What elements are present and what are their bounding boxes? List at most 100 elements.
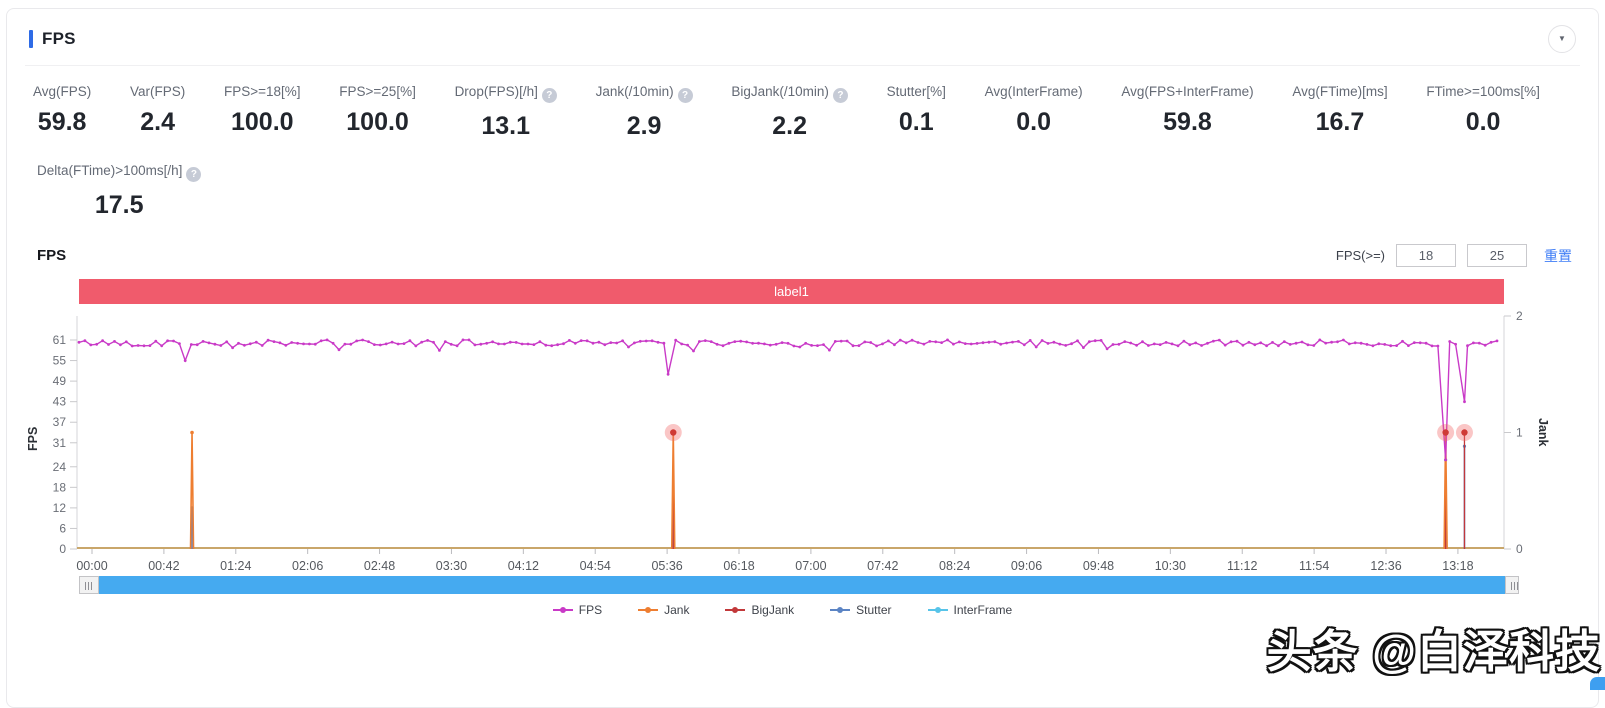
scrollbar-right-handle[interactable] bbox=[1505, 576, 1519, 594]
svg-text:49: 49 bbox=[53, 374, 67, 388]
stat-delta-ftime: Delta(FTime)>100ms[/h]? 17.5 bbox=[37, 163, 201, 220]
legend-marker bbox=[725, 609, 745, 611]
stat-label: FPS>=25[%] bbox=[339, 84, 416, 99]
svg-text:04:12: 04:12 bbox=[508, 559, 539, 573]
stat-label: Avg(FPS) bbox=[33, 84, 91, 99]
svg-text:13:18: 13:18 bbox=[1442, 559, 1473, 573]
stat-var-fps: Var(FPS) 2.4 bbox=[130, 84, 185, 141]
legend-item-fps[interactable]: FPS bbox=[553, 603, 602, 617]
fps-panel: FPS ▼ Avg(FPS) 59.8 Var(FPS) 2.4 FPS>=18… bbox=[6, 8, 1599, 708]
svg-text:37: 37 bbox=[53, 415, 67, 429]
svg-text:11:54: 11:54 bbox=[1299, 559, 1329, 573]
stat-drop-fps: Drop(FPS)[/h]? 13.1 bbox=[455, 84, 557, 141]
stat-value: 0.0 bbox=[1426, 108, 1540, 137]
stat-value: 59.8 bbox=[1121, 108, 1253, 137]
svg-text:00:00: 00:00 bbox=[76, 559, 107, 573]
legend-item-jank[interactable]: Jank bbox=[638, 603, 689, 617]
stat-value: 59.8 bbox=[33, 108, 91, 137]
svg-text:18: 18 bbox=[53, 480, 67, 494]
panel-header: FPS ▼ bbox=[7, 9, 1598, 61]
stat-value: 17.5 bbox=[37, 191, 201, 220]
legend-item-bigjank[interactable]: BigJank bbox=[725, 603, 794, 617]
svg-text:61: 61 bbox=[53, 333, 67, 347]
svg-text:00:42: 00:42 bbox=[148, 559, 179, 573]
chart-title: FPS bbox=[37, 247, 66, 264]
svg-text:11:12: 11:12 bbox=[1227, 559, 1257, 573]
stat-label: FPS>=18[%] bbox=[224, 84, 301, 99]
svg-text:02:48: 02:48 bbox=[364, 559, 395, 573]
svg-text:6: 6 bbox=[59, 521, 66, 535]
watermark: 头条 @白泽科技 bbox=[1267, 615, 1601, 680]
stat-avg-fps: Avg(FPS) 59.8 bbox=[33, 84, 91, 141]
fps-series bbox=[78, 339, 1499, 462]
svg-text:12: 12 bbox=[53, 501, 67, 515]
help-icon[interactable]: ? bbox=[833, 88, 848, 103]
help-icon[interactable]: ? bbox=[186, 167, 201, 182]
svg-text:09:06: 09:06 bbox=[1011, 559, 1042, 573]
svg-text:05:36: 05:36 bbox=[651, 559, 682, 573]
stat-label: BigJank(/10min)? bbox=[731, 84, 848, 103]
stat-label: Avg(FTime)[ms] bbox=[1292, 84, 1387, 99]
reset-link[interactable]: 重置 bbox=[1544, 246, 1572, 266]
floating-button-fragment bbox=[1590, 677, 1605, 690]
stat-value: 2.9 bbox=[596, 112, 693, 141]
svg-text:31: 31 bbox=[53, 436, 67, 450]
svg-text:03:30: 03:30 bbox=[436, 559, 467, 573]
help-icon[interactable]: ? bbox=[678, 88, 693, 103]
svg-text:09:48: 09:48 bbox=[1083, 559, 1114, 573]
fps-threshold-input-2[interactable] bbox=[1467, 244, 1527, 267]
chart-scrollbar bbox=[79, 576, 1519, 594]
svg-text:FPS: FPS bbox=[26, 427, 40, 451]
chart-header: FPS FPS(>=) 重置 bbox=[7, 220, 1598, 267]
stats-row-2: Delta(FTime)>100ms[/h]? 17.5 bbox=[7, 141, 1598, 220]
stat-label: FTime>=100ms[%] bbox=[1426, 84, 1540, 99]
stat-value: 100.0 bbox=[339, 108, 416, 137]
stat-fps-ge-18: FPS>=18[%] 100.0 bbox=[224, 84, 301, 141]
jank-series bbox=[190, 431, 1447, 549]
legend-marker bbox=[928, 609, 948, 611]
svg-text:12:36: 12:36 bbox=[1370, 559, 1401, 573]
stat-bigjank: BigJank(/10min)? 2.2 bbox=[731, 84, 848, 141]
bigjank-series bbox=[673, 433, 1464, 550]
page-title: FPS bbox=[42, 29, 76, 49]
collapse-button[interactable]: ▼ bbox=[1548, 25, 1576, 53]
stat-label: Var(FPS) bbox=[130, 84, 185, 99]
stats-row: Avg(FPS) 59.8 Var(FPS) 2.4 FPS>=18[%] 10… bbox=[7, 66, 1598, 141]
fps-threshold-input-1[interactable] bbox=[1396, 244, 1456, 267]
legend-item-interframe[interactable]: InterFrame bbox=[928, 603, 1013, 617]
svg-text:04:54: 04:54 bbox=[580, 559, 611, 573]
stat-value: 16.7 bbox=[1292, 108, 1387, 137]
stat-label: Avg(InterFrame) bbox=[985, 84, 1083, 99]
stat-avg-fps-interframe: Avg(FPS+InterFrame) 59.8 bbox=[1121, 84, 1253, 141]
scrollbar-bar[interactable] bbox=[99, 576, 1505, 594]
stat-value: 0.1 bbox=[887, 108, 946, 137]
scrollbar-left-handle[interactable] bbox=[79, 576, 99, 594]
svg-text:24: 24 bbox=[53, 460, 67, 474]
svg-text:0: 0 bbox=[59, 542, 66, 556]
legend-item-stutter[interactable]: Stutter bbox=[830, 603, 891, 617]
fps-threshold-filter: FPS(>=) 重置 bbox=[1336, 244, 1572, 267]
bigjank-markers bbox=[665, 424, 1473, 441]
svg-text:10:30: 10:30 bbox=[1155, 559, 1186, 573]
stat-avg-interframe: Avg(InterFrame) 0.0 bbox=[985, 84, 1083, 141]
stat-ftime-ge-100ms: FTime>=100ms[%] 0.0 bbox=[1426, 84, 1540, 141]
stat-value: 2.2 bbox=[731, 112, 848, 141]
stat-label: Delta(FTime)>100ms[/h]? bbox=[37, 163, 201, 182]
stat-jank: Jank(/10min)? 2.9 bbox=[596, 84, 693, 141]
stat-value: 100.0 bbox=[224, 108, 301, 137]
chevron-down-icon: ▼ bbox=[1558, 35, 1566, 43]
svg-text:06:18: 06:18 bbox=[723, 559, 754, 573]
help-icon[interactable]: ? bbox=[542, 88, 557, 103]
legend-marker bbox=[638, 609, 658, 611]
svg-text:02:06: 02:06 bbox=[292, 559, 323, 573]
svg-text:1: 1 bbox=[1516, 426, 1523, 440]
stat-label: Stutter[%] bbox=[887, 84, 946, 99]
accent-bar bbox=[29, 30, 33, 48]
stat-avg-ftime: Avg(FTime)[ms] 16.7 bbox=[1292, 84, 1387, 141]
stat-label: Drop(FPS)[/h]? bbox=[455, 84, 557, 103]
legend-marker bbox=[830, 609, 850, 611]
zero-baselines bbox=[77, 548, 1504, 549]
stat-value: 13.1 bbox=[455, 112, 557, 141]
